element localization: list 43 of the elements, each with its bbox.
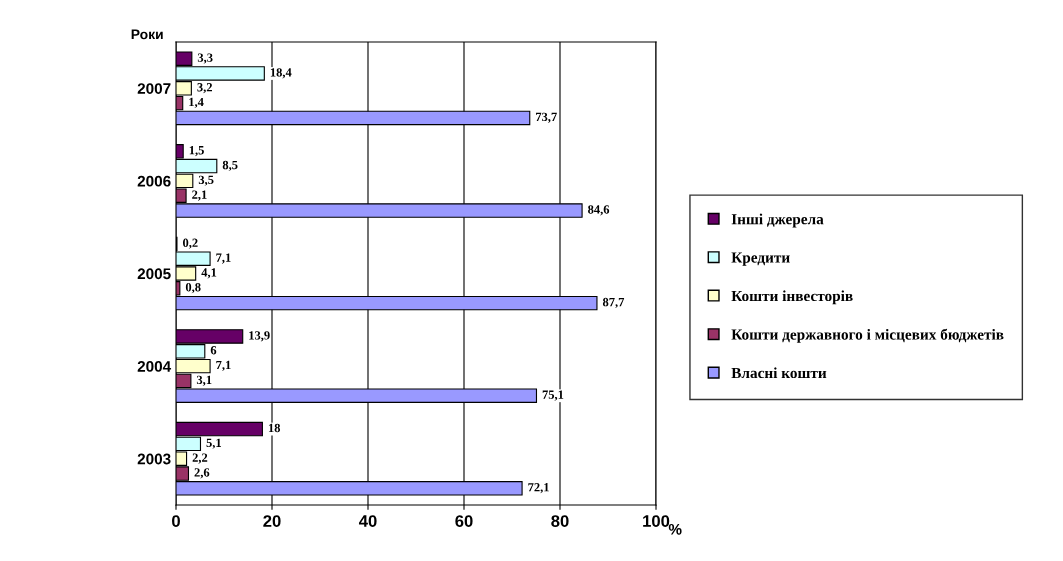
y-tick-label: 2005 bbox=[137, 268, 171, 280]
x-tick-label: 0 bbox=[172, 515, 180, 527]
data-label: 0,8 bbox=[185, 283, 201, 294]
data-label: 1,4 bbox=[189, 97, 204, 109]
data-label: 72,1 bbox=[528, 483, 549, 494]
y-tick-label: 2006 bbox=[137, 175, 171, 187]
x-tick-label: 100 bbox=[643, 515, 670, 527]
legend-label: Кошти державного і місцевих бюджетів bbox=[731, 328, 1004, 343]
data-label: 18 bbox=[268, 423, 281, 433]
legend-label: Інші джерела bbox=[731, 213, 824, 228]
legend-label: Кошти інвесторів bbox=[731, 290, 853, 305]
y-tick-label: 2007 bbox=[137, 83, 171, 94]
y-tick-label: 2004 bbox=[137, 360, 172, 372]
data-label: 6 bbox=[210, 346, 217, 355]
data-label: 3,1 bbox=[196, 375, 212, 386]
x-tick-label: 80 bbox=[551, 515, 569, 527]
data-label: 5,1 bbox=[206, 438, 222, 449]
legend-label: Кредити bbox=[731, 252, 790, 266]
data-label: 75,1 bbox=[542, 390, 564, 401]
data-label: 3,3 bbox=[197, 53, 213, 64]
data-label: 7,1 bbox=[216, 360, 231, 372]
y-tick-label: 2003 bbox=[137, 453, 171, 465]
data-label: 3,5 bbox=[198, 175, 214, 186]
data-label: 87,7 bbox=[602, 297, 625, 309]
data-label: 73,7 bbox=[536, 112, 557, 123]
data-label: 13,9 bbox=[249, 331, 270, 342]
data-label: 84,6 bbox=[588, 205, 610, 216]
data-label: 2,2 bbox=[192, 453, 208, 464]
x-tick-label: 60 bbox=[455, 515, 473, 527]
data-label: 8,5 bbox=[222, 160, 238, 172]
x-axis-title: % bbox=[668, 523, 682, 535]
y-axis-title: Роки bbox=[131, 29, 163, 40]
x-tick-label: 20 bbox=[263, 515, 281, 527]
data-label: 2,1 bbox=[192, 190, 207, 201]
data-label: 1,5 bbox=[189, 146, 204, 157]
data-label: 7,1 bbox=[216, 253, 231, 264]
data-label: 18,4 bbox=[270, 68, 292, 79]
data-label: 0,2 bbox=[182, 238, 198, 249]
data-label: 2,6 bbox=[194, 468, 210, 479]
x-tick-label: 40 bbox=[358, 515, 377, 527]
data-label: 3,2 bbox=[197, 83, 212, 94]
legend-label: Власні кошти bbox=[731, 367, 827, 379]
data-label: 4,1 bbox=[201, 268, 217, 279]
